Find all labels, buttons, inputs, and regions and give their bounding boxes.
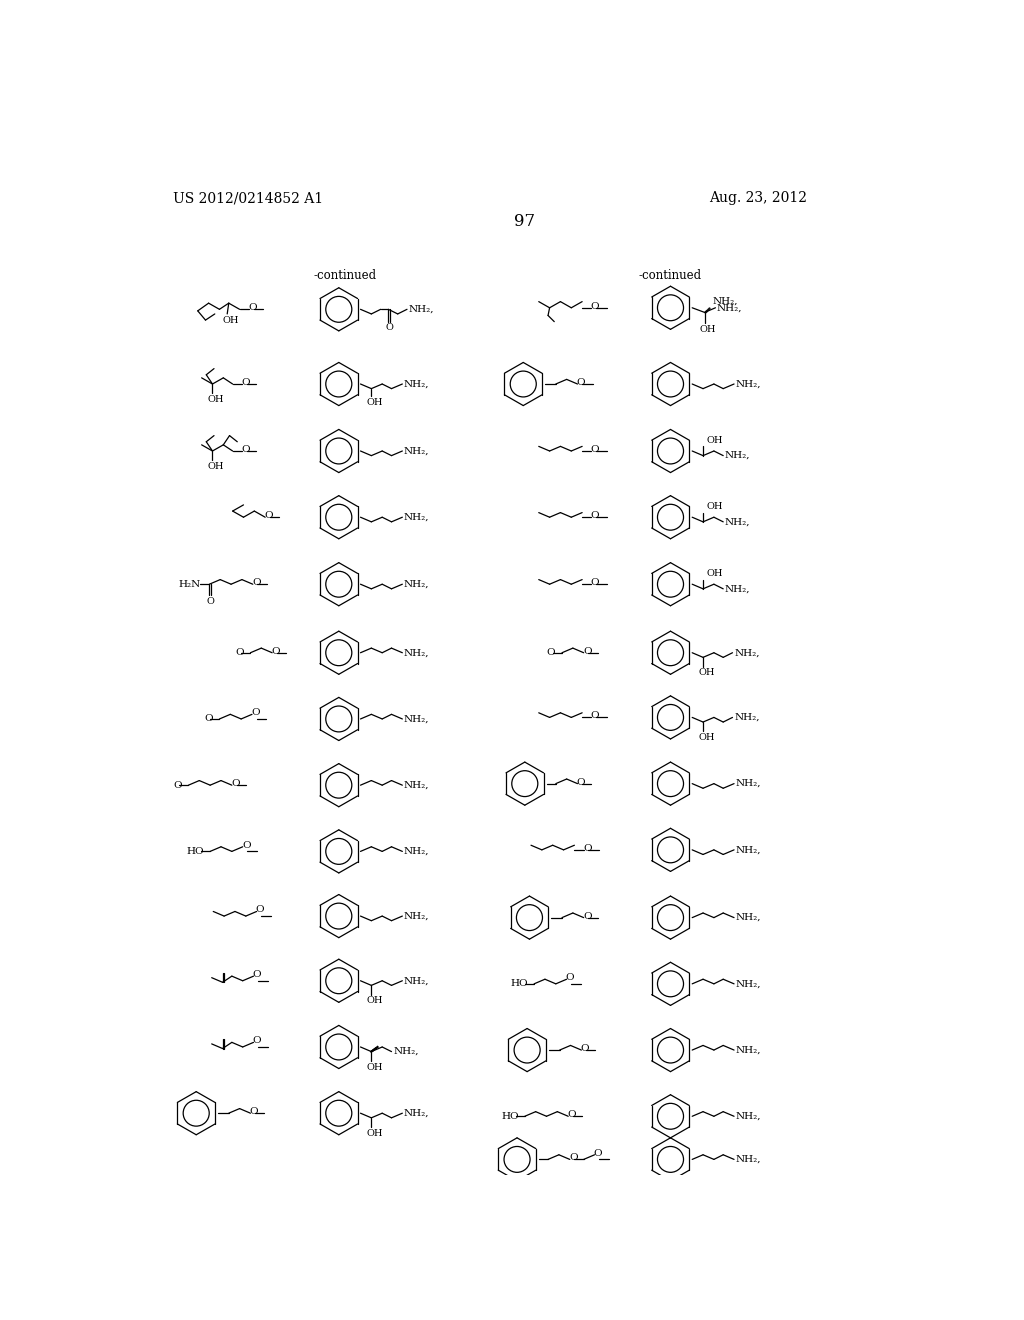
Text: O: O [241, 445, 250, 454]
Text: NH₂,: NH₂, [403, 579, 429, 589]
Text: NH₂,: NH₂, [725, 585, 751, 593]
Text: O: O [250, 1107, 258, 1117]
Text: NH₂,: NH₂, [717, 304, 742, 313]
Text: OH: OH [208, 395, 224, 404]
Text: OH: OH [367, 997, 383, 1006]
Text: NH₂,: NH₂, [734, 713, 760, 722]
Text: OH: OH [698, 668, 715, 677]
Text: O: O [547, 648, 555, 657]
Text: NH₂,: NH₂, [403, 648, 429, 657]
Text: O: O [256, 906, 264, 915]
Text: NH₂,: NH₂, [403, 847, 429, 855]
Text: OH: OH [700, 325, 717, 334]
Text: O: O [252, 578, 261, 587]
Text: O: O [234, 648, 244, 657]
Text: NH₂,: NH₂, [734, 648, 760, 657]
Text: NH₂,: NH₂, [735, 1155, 761, 1164]
Text: O: O [231, 779, 240, 788]
Text: O: O [591, 445, 599, 454]
Text: NH₂,: NH₂, [403, 1109, 429, 1118]
Text: OH: OH [707, 436, 723, 445]
Text: NH₂,: NH₂, [403, 977, 429, 985]
Text: NH₂,: NH₂, [735, 779, 761, 788]
Text: O: O [591, 511, 599, 520]
Text: NH₂,: NH₂, [725, 451, 751, 461]
Text: O: O [567, 1110, 577, 1119]
Text: NH₂,: NH₂, [735, 845, 761, 854]
Text: O: O [253, 970, 261, 979]
Text: OH: OH [367, 1129, 383, 1138]
Text: 97: 97 [514, 213, 536, 230]
Text: O: O [253, 1036, 261, 1045]
Text: OH: OH [707, 569, 723, 578]
Text: US 2012/0214852 A1: US 2012/0214852 A1 [173, 191, 324, 206]
Text: H₂N: H₂N [178, 579, 201, 589]
Text: NH₂,: NH₂, [403, 912, 429, 920]
Text: NH₂,: NH₂, [735, 979, 761, 989]
Text: NH₂,: NH₂, [735, 913, 761, 923]
Text: NH₂,: NH₂, [403, 780, 429, 789]
Text: O: O [264, 511, 273, 520]
Text: O: O [385, 323, 393, 333]
Text: HO: HO [187, 847, 205, 855]
Text: O: O [566, 973, 574, 982]
Text: OH: OH [208, 462, 224, 471]
Text: O: O [583, 647, 592, 656]
Text: O: O [591, 302, 599, 310]
Text: NH₂,: NH₂, [735, 1111, 761, 1121]
Text: O: O [577, 777, 586, 787]
Text: HO: HO [511, 979, 528, 989]
Text: NH₂,: NH₂, [713, 297, 738, 306]
Text: NH₂,: NH₂, [403, 380, 429, 388]
Text: O: O [173, 780, 181, 789]
Text: NH₂,: NH₂, [393, 1047, 419, 1056]
Text: OH: OH [707, 502, 723, 511]
Text: -continued: -continued [639, 269, 702, 282]
Text: O: O [569, 1154, 578, 1163]
Text: OH: OH [367, 399, 383, 407]
Text: NH₂,: NH₂, [403, 714, 429, 723]
Text: O: O [591, 578, 599, 587]
Text: Aug. 23, 2012: Aug. 23, 2012 [710, 191, 807, 206]
Text: O: O [248, 304, 257, 313]
Text: O: O [251, 709, 260, 717]
Text: O: O [577, 378, 586, 387]
Text: O: O [581, 1044, 589, 1053]
Text: HO: HO [502, 1111, 519, 1121]
Text: O: O [204, 714, 213, 723]
Text: OH: OH [698, 733, 715, 742]
Text: NH₂,: NH₂, [403, 446, 429, 455]
Text: O: O [242, 841, 251, 850]
Text: O: O [591, 711, 599, 721]
Text: O: O [583, 843, 592, 853]
Text: OH: OH [367, 1063, 383, 1072]
Text: O: O [583, 912, 592, 920]
Text: O: O [206, 597, 214, 606]
Text: NH₂,: NH₂, [735, 1045, 761, 1055]
Text: NH₂,: NH₂, [735, 380, 761, 388]
Text: -continued: -continued [313, 269, 377, 282]
Text: NH₂,: NH₂, [409, 305, 434, 314]
Text: O: O [241, 378, 250, 387]
Text: NH₂,: NH₂, [403, 512, 429, 521]
Text: NH₂,: NH₂, [725, 517, 751, 527]
Text: OH: OH [222, 315, 239, 325]
Text: O: O [594, 1148, 602, 1158]
Text: O: O [271, 647, 280, 656]
